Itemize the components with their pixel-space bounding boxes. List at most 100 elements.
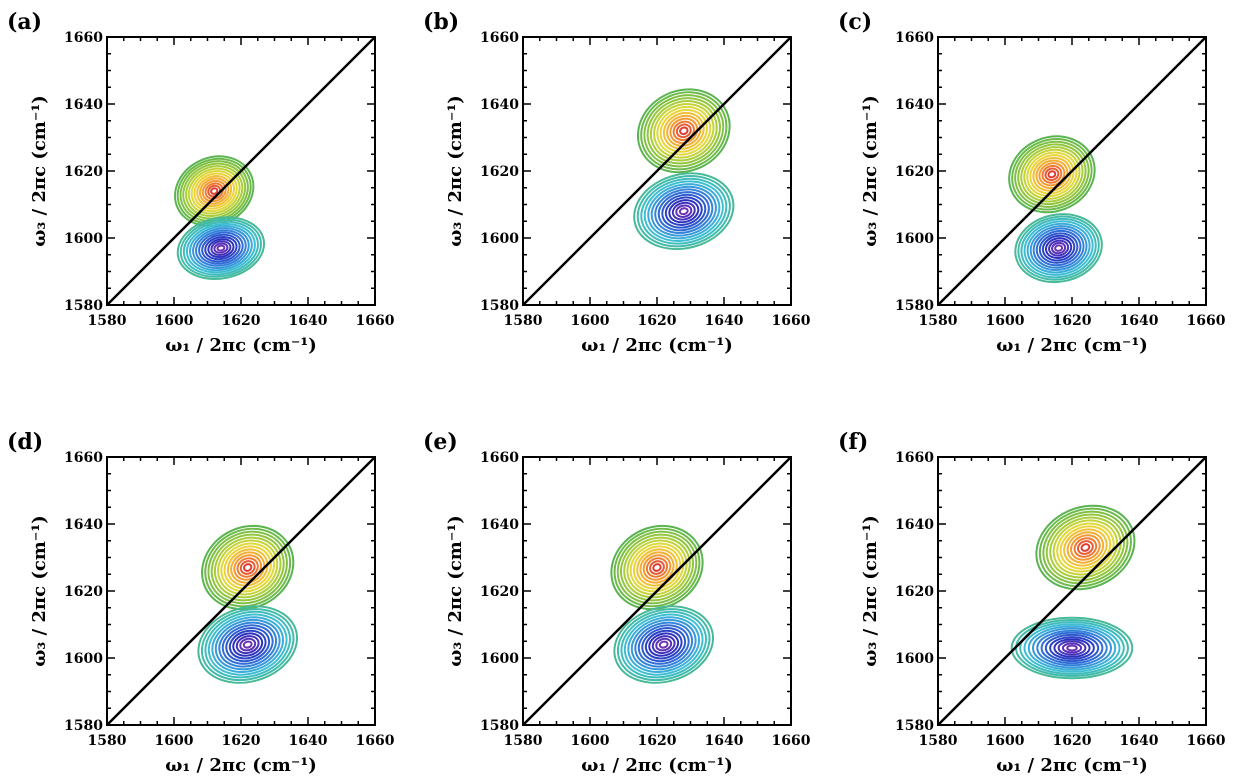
negative-peak-contour: [1032, 627, 1112, 669]
negative-peak-contour: [655, 637, 673, 652]
negative-peak-contour: [678, 207, 689, 216]
x-tick-label: 1600: [986, 733, 1025, 749]
positive-peak-contour: [1029, 154, 1075, 195]
negative-peak-contour: [1038, 232, 1079, 264]
diagonal-line: [522, 456, 792, 726]
positive-peak-contour: [666, 114, 702, 147]
positive-peak-contour: [1070, 534, 1101, 561]
negative-peak-contour: [1017, 215, 1100, 281]
x-tick-label: 1620: [1053, 313, 1092, 329]
positive-peak-contour: [652, 563, 662, 572]
negative-peak-contour: [232, 632, 264, 657]
positive-peak-contour: [616, 530, 698, 605]
positive-peak-contour: [613, 527, 701, 608]
negative-peak-contour: [1041, 234, 1076, 262]
contour-area: [197, 524, 299, 684]
negative-peak-contour: [213, 242, 229, 254]
panel-label: (c): [838, 9, 872, 35]
negative-peak-contour: [239, 637, 257, 652]
y-tick-label: 1640: [895, 97, 934, 113]
y-tick-label: 1600: [64, 231, 103, 247]
positive-peak-contour: [649, 560, 665, 575]
positive-peak-contour: [636, 88, 731, 174]
x-tick-label: 1620: [638, 313, 677, 329]
y-tick-label: 1620: [895, 584, 934, 600]
positive-peak-contour: [1032, 156, 1072, 192]
y-tick-label: 1580: [64, 718, 103, 734]
positive-peak-contour: [204, 527, 292, 608]
positive-peak-contour: [669, 117, 699, 144]
negative-peak-contour: [1040, 631, 1104, 665]
negative-peak-contour: [1032, 227, 1085, 269]
negative-peak-contour: [650, 185, 717, 237]
positive-peak-contour: [662, 111, 705, 150]
diagonal-line: [937, 456, 1207, 726]
negative-peak-contour: [225, 627, 271, 663]
panel-label: (f): [838, 429, 868, 455]
negative-peak-contour: [189, 225, 253, 272]
diagonal-line: [522, 36, 792, 306]
y-tick-label: 1640: [480, 517, 519, 533]
x-axis-label: ω₁ / 2πc (cm⁻¹): [165, 755, 316, 776]
negative-peak-contour: [633, 172, 735, 251]
negative-peak-contour: [207, 613, 288, 676]
positive-peak-contour: [185, 165, 244, 217]
positive-peak-contour: [620, 533, 694, 602]
positive-peak-contour: [230, 551, 266, 584]
contour-area: [1008, 135, 1103, 284]
y-tick-label: 1640: [895, 517, 934, 533]
x-tick-label: 1580: [88, 733, 127, 749]
positive-peak-contour: [632, 545, 682, 590]
x-tick-label: 1580: [919, 733, 958, 749]
positive-peak-contour: [239, 560, 256, 575]
negative-peak-contour: [658, 640, 669, 649]
panel-c: 1580 1600 1620 1640 1660 1580 1600 1620 1640 1660…: [838, 9, 1226, 356]
x-tick-label: 1640: [705, 313, 744, 329]
x-tick-label: 1640: [1120, 733, 1159, 749]
negative-peak-contour: [654, 188, 714, 234]
panel-label: (e): [423, 429, 458, 455]
x-tick-label: 1640: [289, 313, 328, 329]
negative-peak-contour: [207, 238, 235, 259]
positive-peak-contour: [220, 542, 275, 593]
positive-peak-contour: [1011, 138, 1093, 211]
negative-peak-contour: [1014, 213, 1103, 284]
y-axis-label: ω₃ / 2πc (cm⁻¹): [445, 95, 466, 246]
x-tick-label: 1640: [289, 733, 328, 749]
y-tick-label: 1640: [64, 517, 103, 533]
negative-peak-contour: [201, 233, 241, 263]
x-axis-label: ω₁ / 2πc (cm⁻¹): [581, 755, 732, 776]
negative-peak-contour: [627, 616, 701, 673]
positive-peak-contour: [1038, 162, 1066, 187]
positive-peak-contour: [649, 100, 718, 162]
positive-peak-contour: [1042, 510, 1129, 585]
positive-peak-contour: [640, 91, 728, 171]
positive-peak-contour: [1045, 513, 1126, 582]
negative-peak-contour: [637, 624, 690, 665]
positive-peak-contour: [1063, 528, 1108, 567]
negative-peak-contour: [1057, 640, 1087, 656]
panel-f: 1580 1600 1620 1640 1660 1580 1600 1620 1640 1660…: [838, 429, 1226, 776]
positive-peak-contour: [642, 554, 672, 581]
negative-peak-contour: [182, 220, 259, 276]
positive-peak-contour: [1052, 519, 1119, 576]
positive-peak-contour: [1017, 143, 1087, 206]
positive-peak-contour: [182, 162, 247, 220]
negative-peak-contour: [195, 229, 247, 267]
negative-peak-contour: [1049, 636, 1095, 660]
negative-peak-contour: [648, 632, 680, 657]
x-tick-label: 1600: [571, 313, 610, 329]
y-tick-label: 1660: [480, 30, 519, 46]
y-tick-label: 1620: [480, 164, 519, 180]
positive-peak-contour: [201, 524, 295, 611]
positive-peak-contour: [639, 551, 675, 584]
negative-peak-contour: [204, 235, 238, 261]
negative-peak-contour: [1010, 616, 1134, 680]
x-tick-label: 1660: [1187, 733, 1226, 749]
y-tick-label: 1620: [64, 164, 103, 180]
negative-peak-contour: [641, 627, 687, 663]
contour-area: [633, 88, 735, 251]
diagonal-line: [106, 456, 376, 726]
positive-peak-contour: [226, 548, 269, 587]
positive-peak-contour: [1026, 151, 1078, 198]
